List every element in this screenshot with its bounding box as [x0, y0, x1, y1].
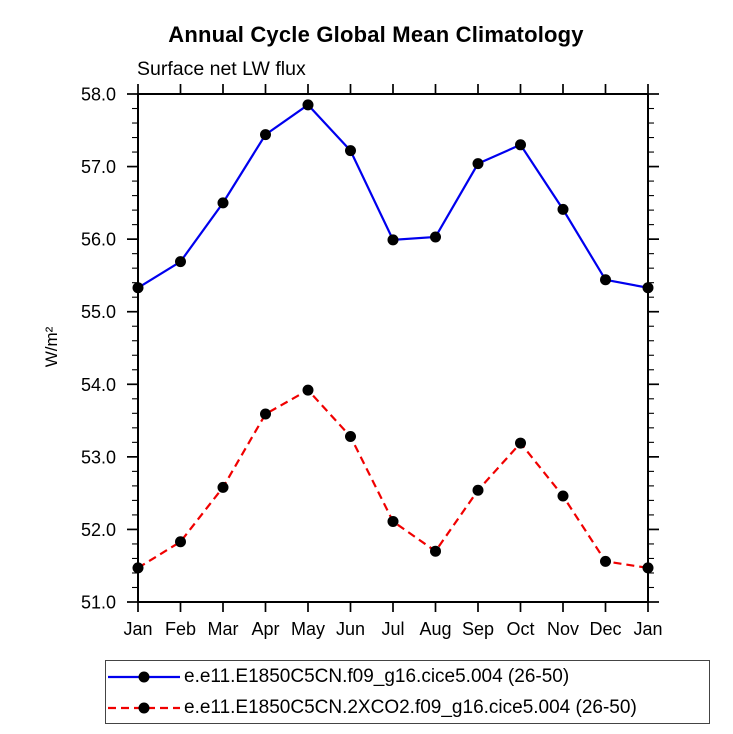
chart-title: Annual Cycle Global Mean Climatology: [168, 22, 584, 47]
data-point: [345, 431, 356, 443]
data-point: [217, 481, 229, 493]
x-tick-label: May: [291, 619, 325, 639]
data-point: [600, 274, 611, 286]
data-point: [430, 231, 441, 243]
x-tick-label: Feb: [165, 619, 196, 639]
legend-item-1: e.e11.E1850C5CN.2XCO2.f09_g16.cice5.004 …: [106, 693, 709, 722]
legend-label-0: e.e11.E1850C5CN.f09_g16.cice5.004 (26-50…: [184, 665, 570, 687]
legend-box: e.e11.E1850C5CN.f09_g16.cice5.004 (26-50…: [105, 660, 710, 724]
data-point: [387, 515, 399, 527]
data-point: [217, 197, 229, 209]
y-tick-label: 51.0: [81, 593, 116, 613]
data-point: [132, 282, 144, 294]
data-point: [345, 145, 356, 157]
data-point: [472, 158, 484, 170]
data-point: [557, 203, 569, 215]
legend-line-sample-1: [108, 702, 180, 713]
x-tick-label: Sep: [462, 619, 494, 639]
x-tick-label: Jun: [336, 619, 365, 639]
x-tick-label: Oct: [506, 619, 534, 639]
y-tick-label: 54.0: [81, 375, 116, 395]
data-point: [430, 545, 441, 557]
legend-marker-dot: [138, 702, 150, 713]
plot-box: [137, 93, 649, 603]
x-tick-label: Dec: [589, 619, 621, 639]
legend-label-1: e.e11.E1850C5CN.2XCO2.f09_g16.cice5.004 …: [184, 696, 637, 718]
y-tick-label: 56.0: [81, 230, 116, 250]
x-tick-label: Jan: [633, 619, 662, 639]
data-point: [642, 282, 654, 294]
y-tick-label: 52.0: [81, 520, 116, 540]
data-point: [302, 384, 314, 396]
data-point: [515, 437, 526, 449]
series-line-0: [137, 103, 649, 289]
data-point: [600, 555, 611, 567]
chart-subtitle: Surface net LW flux: [137, 58, 306, 80]
data-point: [175, 256, 186, 268]
legend-line-sample-0: [108, 671, 180, 682]
data-point: [302, 99, 314, 111]
data-point: [175, 536, 186, 548]
x-tick-label: Nov: [547, 619, 579, 639]
x-tick-label: Jan: [123, 619, 152, 639]
y-tick-label: 58.0: [81, 85, 116, 105]
y-tick-label: 53.0: [81, 447, 116, 467]
data-point: [260, 129, 271, 141]
data-point: [557, 490, 569, 502]
y-tick-label: 55.0: [81, 302, 116, 322]
series-line-1: [137, 388, 649, 569]
legend-marker-dot: [138, 671, 150, 682]
x-tick-label: Aug: [419, 619, 451, 639]
data-point: [515, 139, 526, 151]
legend-item-0: e.e11.E1850C5CN.f09_g16.cice5.004 (26-50…: [106, 662, 709, 691]
data-point: [260, 408, 271, 420]
x-tick-label: Mar: [208, 619, 239, 639]
data-point: [387, 234, 399, 246]
x-tick-label: Jul: [381, 619, 404, 639]
plot-area: 51.0 52.0 53.0 54.0 55.0 56.0 57.0 58.0 Jan Feb Ma…: [81, 84, 663, 639]
data-point: [642, 562, 654, 574]
data-point: [472, 484, 484, 496]
y-tick-label: 57.0: [81, 157, 116, 177]
data-point: [132, 562, 144, 574]
x-tick-label: Apr: [251, 619, 279, 639]
